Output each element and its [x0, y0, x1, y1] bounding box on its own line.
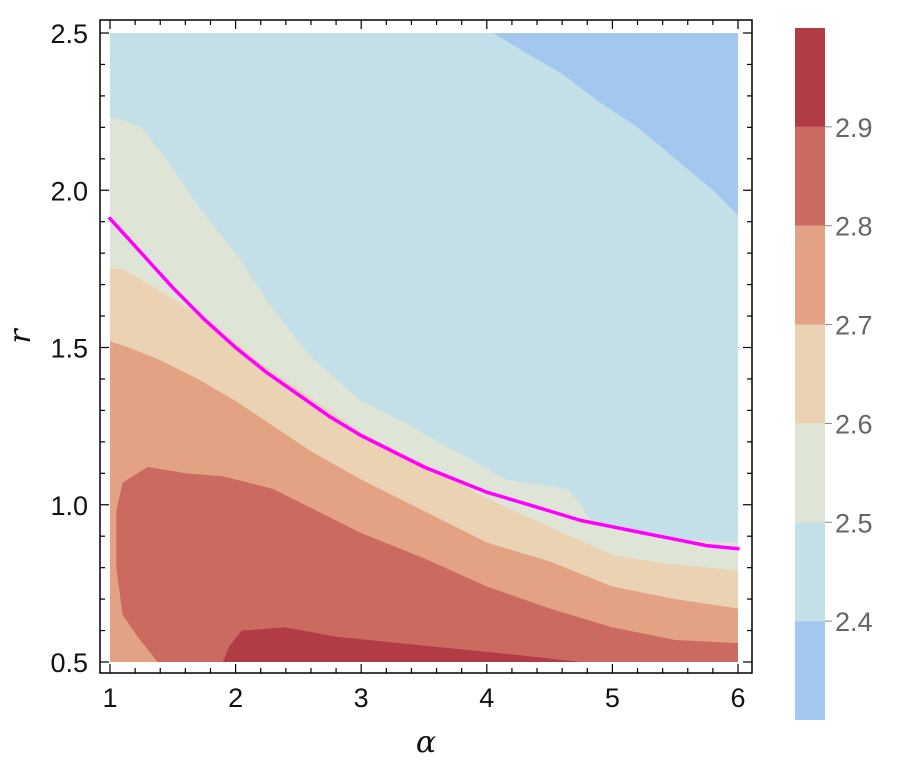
colorbar-band [795, 126, 825, 226]
colorbar-label: 2.7 [835, 311, 873, 341]
y-tick-label: 0.5 [50, 648, 88, 678]
colorbar-label: 2.8 [835, 212, 873, 242]
curve-layer [108, 216, 740, 551]
colorbar-band [795, 225, 825, 325]
x-axis-label: α [416, 725, 436, 760]
y-tick-label: 2.5 [50, 19, 88, 49]
x-tick-label: 6 [730, 683, 745, 713]
colorbar-label: 2.9 [835, 113, 873, 143]
magenta-curve [108, 216, 740, 551]
x-tick-label: 3 [354, 683, 369, 713]
colorbar-label: 2.4 [835, 607, 873, 637]
colorbar-band [795, 621, 825, 720]
contour-region-2-8 [116, 467, 739, 662]
contour-region-2-9 [223, 627, 581, 662]
colorbar: 2.4 2.5 2.6 2.7 2.8 2.9 [795, 28, 873, 720]
contour-regions [110, 33, 739, 662]
y-tick-label: 1.5 [50, 334, 88, 364]
colorbar-label: 2.6 [835, 409, 873, 439]
x-tick-label: 2 [228, 683, 243, 713]
colorbar-band [795, 324, 825, 424]
y-tick-label: 2.0 [50, 176, 88, 206]
x-tick-label: 1 [102, 683, 117, 713]
colorbar-band [795, 522, 825, 622]
axis-ticks [100, 20, 752, 673]
x-tick-label: 5 [605, 683, 620, 713]
colorbar-band [795, 28, 825, 127]
plot-frame [99, 19, 753, 674]
colorbar-band [795, 423, 825, 523]
y-axis-label: r [3, 328, 38, 344]
x-tick-label: 4 [479, 683, 494, 713]
y-tick-label: 1.0 [50, 491, 88, 521]
colorbar-label: 2.5 [835, 508, 873, 538]
axis-tick-labels: 1 2 3 4 5 6 0.5 1.0 1.5 2.0 2.5 [50, 19, 745, 713]
